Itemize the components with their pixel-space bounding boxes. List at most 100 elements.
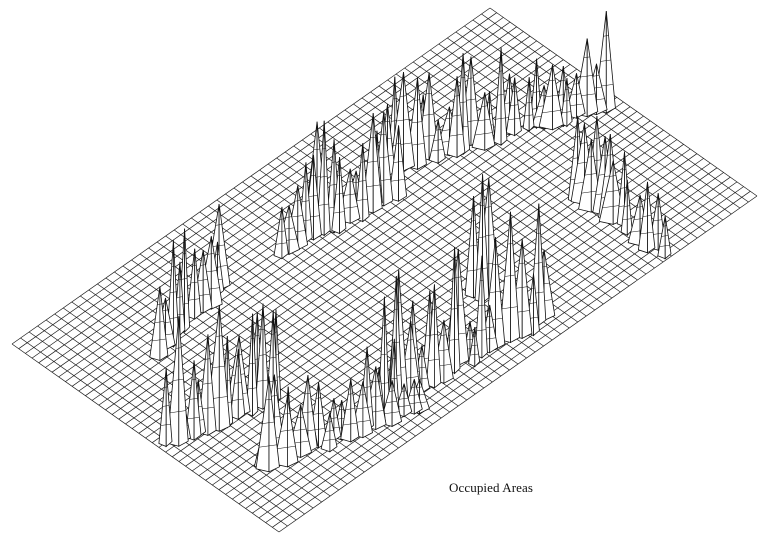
peak-hatching	[152, 303, 166, 342]
occupancy-peak	[493, 47, 508, 146]
peak-face-right	[387, 104, 396, 178]
occupancy-peak	[186, 248, 202, 320]
peak-hatching	[470, 335, 479, 356]
peak-hatching	[160, 386, 171, 426]
occupancy-peak	[354, 143, 370, 223]
peak-face-right	[437, 119, 446, 164]
peak-hatching	[561, 88, 571, 114]
peak-face-right	[165, 297, 176, 351]
peak-face-right	[313, 154, 322, 241]
occupancy-peak	[471, 92, 496, 151]
peak-face-right	[333, 398, 342, 442]
peak-face-right	[362, 143, 370, 223]
peak-face-right	[433, 284, 442, 389]
peak-face-right	[605, 11, 616, 114]
peak-face-right	[481, 255, 488, 359]
peak-face-right	[403, 383, 413, 418]
peak-face-right	[500, 47, 508, 146]
occupancy-peak	[320, 412, 338, 453]
occupancy-peak	[446, 76, 466, 159]
peak-hatching	[622, 192, 632, 221]
peak-face-right	[300, 404, 312, 459]
peak-hatching	[257, 328, 268, 382]
peak-face-right	[375, 366, 387, 431]
occupancy-peaks	[149, 11, 672, 473]
peak-hatching	[428, 309, 440, 361]
peak-hatching	[247, 338, 257, 390]
occupancy-peak	[657, 215, 672, 260]
peak-face-right	[350, 378, 360, 443]
occupancy-grid-mesh	[11, 7, 758, 533]
peak-face-right	[252, 313, 259, 418]
peak-face-right	[489, 304, 499, 354]
peak-face-right	[159, 286, 169, 362]
peak-face-right	[510, 211, 521, 344]
peak-hatching	[391, 143, 405, 182]
occupancy-peak	[361, 113, 383, 214]
mesh-line	[447, 37, 715, 227]
peak-face-left	[464, 196, 475, 299]
peak-face-left	[149, 286, 161, 362]
mesh-line	[464, 25, 732, 215]
peak-face-right	[218, 305, 231, 432]
peak-hatching	[449, 277, 459, 341]
occupancy-peak	[538, 64, 564, 131]
peak-hatching	[475, 105, 493, 136]
peak-face-right	[456, 76, 466, 159]
mesh-line	[438, 43, 707, 233]
peak-face-right	[372, 113, 383, 214]
occupancy-peak	[425, 284, 442, 389]
peak-face-right	[184, 228, 191, 333]
peak-hatching	[187, 379, 200, 420]
peak-face-right	[391, 380, 403, 428]
mesh-line	[489, 7, 758, 197]
occupancy-peak	[405, 77, 427, 171]
peak-face-right	[218, 203, 231, 291]
peak-hatching	[259, 398, 277, 448]
peak-face-right	[210, 236, 223, 310]
occupancy-peak	[447, 247, 461, 375]
peak-face-right	[495, 237, 506, 351]
occupancy-peak	[255, 376, 280, 473]
occupancy-peak	[229, 349, 246, 421]
peak-face-right	[417, 77, 427, 171]
peak-face-right	[193, 360, 202, 441]
peak-hatching	[508, 90, 520, 121]
peak-face-right	[297, 185, 309, 251]
peak-hatching	[568, 83, 583, 107]
occupancy-peak	[468, 327, 481, 368]
peak-face-left	[273, 206, 283, 260]
occupancy-peak	[340, 378, 360, 443]
mesh-line	[11, 343, 280, 533]
peak-hatching	[383, 390, 400, 415]
peak-hatching	[170, 347, 186, 414]
peak-face-right	[664, 215, 672, 260]
peak-face-right	[521, 239, 533, 340]
peak-face-left	[493, 47, 502, 146]
peak-face-right	[482, 174, 490, 304]
occupancy-peak	[428, 119, 446, 164]
peak-face-left	[158, 368, 167, 448]
peak-face-right	[462, 53, 471, 156]
occupancy-peak	[273, 206, 289, 260]
peak-face-right	[237, 349, 246, 421]
peak-face-right	[362, 381, 373, 439]
peak-face-right	[586, 38, 599, 118]
peak-hatching	[431, 129, 444, 152]
peak-face-right	[576, 73, 586, 119]
occupancy-peak	[149, 286, 169, 362]
peak-face-right	[454, 247, 461, 375]
peak-face-right	[419, 379, 430, 415]
peak-face-right	[533, 273, 540, 337]
peak-face-right	[305, 162, 313, 244]
peak-face-right	[165, 368, 173, 448]
peak-face-right	[329, 412, 338, 453]
peak-hatching	[323, 421, 336, 442]
peak-hatching	[364, 136, 381, 188]
peak-face-right	[543, 249, 556, 322]
peak-face-right	[413, 379, 423, 415]
peak-face-right	[307, 374, 318, 453]
peak-face-right	[647, 181, 656, 254]
peak-hatching	[356, 161, 368, 201]
